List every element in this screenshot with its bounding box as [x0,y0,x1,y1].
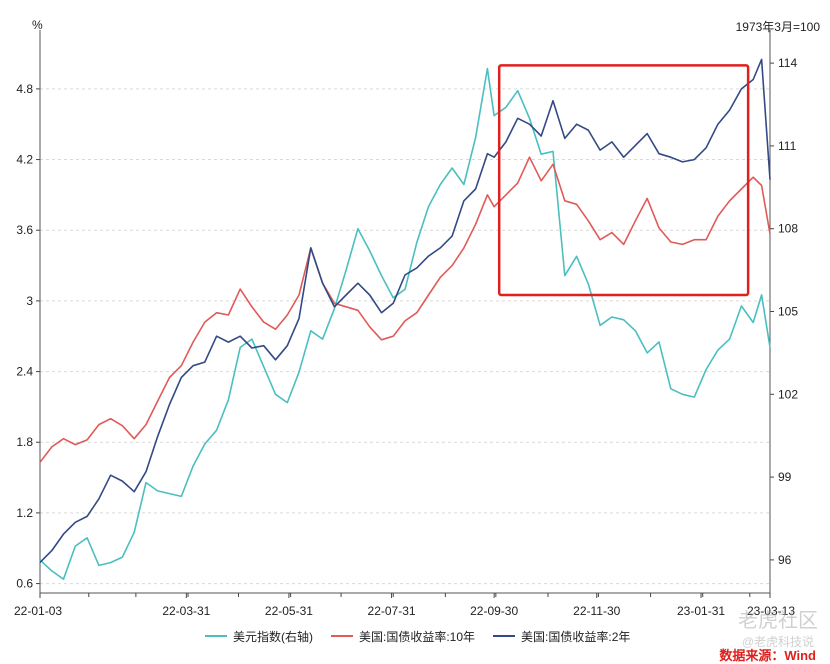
right-tick-label: 96 [778,553,792,567]
data-source-note: 数据来源：Wind [719,648,816,663]
watermark-logo-text: 老虎社区 [738,610,818,632]
legend-item-10y: 美国:国债收益率:10年 [331,627,475,645]
left-tick-label: 1.8 [16,435,33,449]
right-tick-label: 114 [778,56,797,70]
series-line-treasury-10y [39,156,771,463]
x-tick-label: 22-11-30 [573,604,620,618]
left-tick-label: 3.6 [16,223,33,237]
right-tick-label: 99 [778,470,792,484]
legend-swatch-2y [493,635,516,637]
watermark-handle: @老虎科技说 [741,635,814,649]
right-tick-label: 105 [778,305,798,319]
left-tick-label: 3 [26,294,33,308]
legend-swatch-10y [331,635,353,637]
series-line-treasury-2y [39,58,771,563]
highlight-box [497,64,750,297]
left-tick-label: 1.2 [16,506,33,520]
x-tick-label: 22-03-31 [162,604,210,618]
right-tick-label: 102 [778,387,798,401]
legend-swatch-dxy [205,635,227,637]
x-tick-label: 22-05-31 [265,604,313,618]
left-tick-label: 2.4 [16,365,33,379]
legend-label-10y: 美国:国债收益率:10年 [359,629,476,644]
x-tick-label: 22-07-31 [368,604,416,618]
x-tick-label: 23-01-31 [677,604,725,618]
x-tick-label: 23-03-13 [747,604,795,618]
legend-label-2y: 美国:国债收益率:2年 [521,629,631,644]
legend-item-2y: 美国:国债收益率:2年 [493,627,630,645]
right-tick-label: 108 [778,222,798,236]
right-axis-unit: 1973年3月=100 [735,20,820,34]
legend-item-dxy: 美元指数(右轴) [205,627,313,645]
legend-label-dxy: 美元指数(右轴) [233,629,313,644]
left-tick-label: 0.6 [16,577,33,591]
x-tick-label: 22-01-03 [14,604,62,618]
legend: 美元指数(右轴) 美国:国债收益率:10年 美国:国债收益率:2年 [205,627,630,645]
left-axis-unit: % [32,18,43,32]
left-tick-label: 4.8 [16,82,33,96]
right-tick-label: 111 [778,139,797,153]
series-line-dollar-index [39,67,771,581]
x-tick-label: 22-09-30 [470,604,518,618]
left-tick-label: 4.2 [16,153,33,167]
